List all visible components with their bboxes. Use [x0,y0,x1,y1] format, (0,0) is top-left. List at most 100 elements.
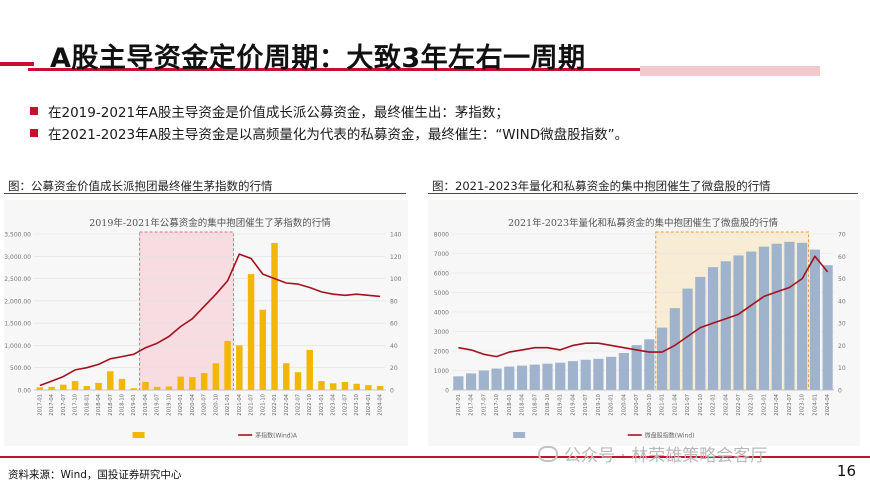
bar [259,309,267,390]
x-tick-label: 2021-07 [685,394,691,416]
bar [542,363,553,390]
bar [341,381,349,390]
legend-label: 茅指数(Wind)A [255,432,298,440]
y-left-tick-label: 6000 [434,271,449,278]
left-figure-caption: 图：公募资金价值成长派抱团最终催生茅指数的行情 [8,179,273,193]
bar [294,372,302,390]
y-right-tick-label: 50 [838,276,846,283]
bullet-square-icon [30,129,38,137]
page-number: 16 [836,462,856,480]
bullet-text: 在2021-2023年A股主导资金是以高频量化为代表的私募资金，最终催生：“WI… [48,127,629,143]
bar [555,362,566,390]
bar [504,366,515,390]
bar [822,265,833,390]
bar [771,243,782,390]
bullet-item: 在2021-2023年A股主导资金是以高频量化为代表的私募资金，最终催生：“WI… [30,122,850,144]
x-tick-label: 2021-01 [225,394,231,416]
x-tick-label: 2020-07 [634,394,640,416]
x-tick-label: 2024-01 [812,394,818,416]
bar [71,381,79,390]
y-left-tick-label: 1,000.00 [4,343,31,350]
bar [165,386,173,390]
x-tick-label: 2023-04 [331,393,337,415]
x-tick-label: 2019-01 [131,394,137,416]
y-right-tick-label: 60 [390,321,398,328]
bar [516,365,528,390]
bar [95,382,102,390]
bar [593,358,604,390]
bar [224,340,231,390]
footer-rule [0,456,870,458]
y-right-tick-label: 70 [838,232,846,239]
bar [733,255,744,390]
microcap-index-chart: 2021年-2023年量化和私募资金的集中抱团催生了微盘股的行情 0 1000 200… [428,200,860,446]
bar [236,345,243,390]
bar [720,261,731,390]
x-tick-label: 2017-01 [37,394,43,416]
bar [529,364,540,390]
x-tick-label: 2020-10 [213,394,219,416]
legend-swatch-bar [513,432,526,438]
title-accent-bar [0,62,34,66]
x-tick-label: 2017-01 [456,394,462,416]
x-tick-label: 2017-10 [494,394,500,416]
y-left-tick-label: 8000 [434,232,449,239]
y-left-tick-label: 7000 [434,251,449,258]
y-left-tick-label: 2,000.00 [4,298,31,305]
legend-label: 微盘股指数(Wind) [645,432,695,440]
x-tick-label: 2018-01 [84,394,90,416]
title-underline [28,68,640,71]
x-tick-label: 2017-07 [61,394,67,416]
x-tick-label: 2018-04 [520,393,526,415]
x-tick-label: 2020-01 [178,394,184,416]
chart-svg: 2021年-2023年量化和私募资金的集中抱团催生了微盘股的行情01000200… [434,217,846,440]
mao-index-chart: 2019年-2021年公募资金的集中抱团催生了茅指数的行情 0.00 500.00 1… [4,200,408,446]
x-tick-label: 2022-10 [307,394,313,416]
x-tick-label: 2018-07 [108,394,114,416]
watermark: 公众号 · 林荣雄策略会客厅 [538,441,767,466]
left-caption-rule [4,193,406,194]
y-left-tick-label: 2,500.00 [4,276,31,283]
y-right-tick-label: 120 [390,254,402,261]
x-tick-label: 2020-04 [621,393,627,415]
y-left-tick-label: 1000 [434,368,449,375]
highlight-region [655,231,810,391]
bar [695,276,706,390]
bar [491,368,502,390]
bar [376,385,384,390]
bar [36,387,44,390]
bar [707,267,719,390]
x-tick-label: 2018-07 [532,394,538,416]
x-tick-label: 2021-10 [260,394,266,416]
x-tick-label: 2023-01 [761,394,767,416]
bar [177,376,184,390]
x-tick-label: 2023-01 [319,394,325,416]
bar [107,371,114,390]
x-tick-label: 2022-01 [272,394,278,416]
y-right-tick-label: 60 [838,254,846,261]
watermark-text: 公众号 · 林荣雄策略会客厅 [564,446,768,466]
bar [669,308,680,390]
bar [657,327,668,390]
bar [758,246,770,390]
y-right-tick-label: 0 [838,388,842,395]
footer-source: 资料来源：Wind，国投证券研究中心 [8,469,182,481]
y-left-tick-label: 4000 [434,310,449,317]
x-tick-label: 2022-04 [723,393,729,415]
x-tick-label: 2023-10 [800,394,806,416]
bar [60,384,67,390]
y-right-tick-label: 40 [838,298,846,305]
x-tick-label: 2024-01 [366,394,372,416]
y-left-tick-label: 0.00 [18,388,32,395]
y-left-tick-label: 0 [445,388,449,395]
x-tick-label: 2019-01 [558,394,564,416]
x-tick-label: 2022-04 [284,393,290,415]
bar [682,288,693,390]
y-right-tick-label: 140 [390,232,402,239]
series-line [39,253,381,387]
x-tick-label: 2019-10 [596,394,602,416]
y-right-tick-label: 0 [390,388,394,395]
y-left-tick-label: 1,500.00 [4,321,31,328]
bar [567,361,579,390]
x-tick-label: 2022-10 [749,394,755,416]
